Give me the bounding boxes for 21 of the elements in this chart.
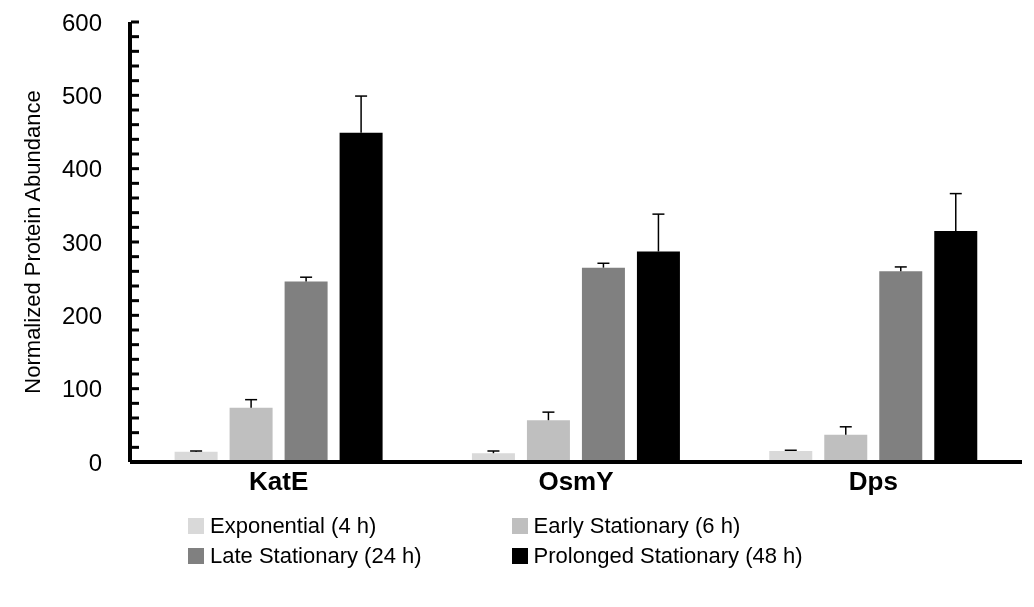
y-axis-title: Normalized Protein Abundance [19,90,45,394]
bar [581,267,625,462]
x-tick-label: Dps [848,466,898,496]
legend-label: Exponential (4 h) [210,513,377,539]
bar [284,281,328,462]
y-tick-label: 100 [61,375,102,403]
bar [229,407,273,462]
legend-label: Early Stationary (6 h) [533,513,741,539]
x-tick-label: OsmY [538,466,614,496]
x-tick-label: KatE [249,466,309,496]
y-tick-label: 600 [61,8,102,36]
y-tick-label: 500 [61,81,102,109]
y-tick-label: 400 [61,155,102,183]
bar [879,271,923,462]
y-tick-label: 200 [61,301,102,329]
bar [824,434,868,462]
legend-label: Prolonged Stationary (48 h) [533,543,803,569]
legend-label: Late Stationary (24 h) [210,543,422,569]
y-tick-label: 0 [88,448,102,476]
bar [526,420,570,462]
y-tick-label: 300 [61,228,102,256]
